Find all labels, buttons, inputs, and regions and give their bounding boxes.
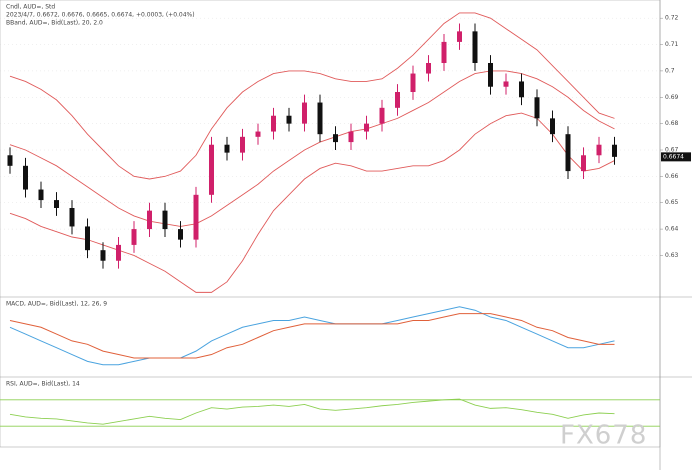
rsi-label: RSI, AUD=, Bid(Last), 14 [6, 381, 80, 388]
signal-line [9, 313, 615, 359]
candle-body [503, 81, 509, 87]
macd-label: MACD, AUD=, Bid(Last), 12, 26, 9 [6, 301, 107, 308]
y-tick-label: 0.65 [665, 199, 679, 206]
candle-body [410, 73, 416, 92]
candle-body [472, 31, 478, 63]
candle-body [54, 200, 59, 208]
candle-body [612, 144, 617, 157]
candle-body [255, 131, 261, 137]
candle-body [550, 118, 555, 135]
candle-body [178, 229, 183, 240]
last-price-box [661, 152, 691, 162]
candle-body [240, 136, 245, 153]
candle-body [38, 189, 44, 201]
candle-body [7, 155, 13, 166]
candle-body [302, 102, 307, 124]
y-tick-label: 0.7 [665, 67, 675, 74]
y-tick-label: 0.69 [665, 94, 679, 101]
y-tick-label: 0.67 [665, 147, 679, 154]
candle-body [441, 41, 447, 63]
band-lower [9, 112, 615, 293]
candle-body [162, 210, 168, 230]
candle-body [271, 115, 276, 132]
candle-body [69, 208, 75, 227]
y-tick-label: 0.64 [665, 226, 679, 233]
y-tick-label: 0.71 [665, 41, 679, 48]
candle-body [147, 210, 152, 230]
chart-subtitle: 2023/4/7, 0.6672, 0.6676, 0.6665, 0.6674… [6, 12, 195, 19]
y-tick-label: 0.72 [665, 15, 679, 22]
last-price-label: 0.6674 [663, 153, 684, 160]
candle-body [364, 123, 369, 132]
candle-body [379, 107, 385, 124]
y-tick-label: 0.68 [665, 120, 679, 127]
candle-body [488, 63, 493, 87]
candle-body [426, 63, 431, 74]
macd-line [9, 306, 615, 366]
candle-body [457, 31, 462, 42]
band-upper [9, 12, 615, 180]
candle-body [348, 131, 354, 143]
chart-title: Cndl, AUD=, Std [6, 4, 55, 11]
watermark: FX678 [560, 421, 647, 451]
band-middle [9, 70, 615, 227]
candle-body [565, 134, 571, 172]
candle-body [85, 226, 90, 251]
plot-frame [0, 0, 661, 448]
rsi-line [9, 398, 615, 425]
candle-body [581, 155, 586, 172]
candle-body [286, 115, 292, 124]
candle-body [333, 134, 338, 143]
bands-label: BBand, AUD=, Bid(Last), 20, 2.0 [6, 20, 103, 27]
candle-body [131, 229, 137, 245]
candle-body [193, 194, 199, 240]
candle-body [317, 102, 323, 135]
candle-body [100, 250, 106, 261]
candle-body [519, 81, 524, 98]
candle-body [209, 144, 214, 195]
candle-body [224, 144, 230, 153]
candle-body [596, 144, 602, 156]
y-tick-label: 0.63 [665, 252, 679, 259]
candle-body [395, 92, 400, 108]
candle-body [116, 244, 121, 261]
candle-body [23, 165, 28, 190]
candle-body [534, 97, 540, 119]
y-tick-label: 0.66 [665, 173, 679, 180]
